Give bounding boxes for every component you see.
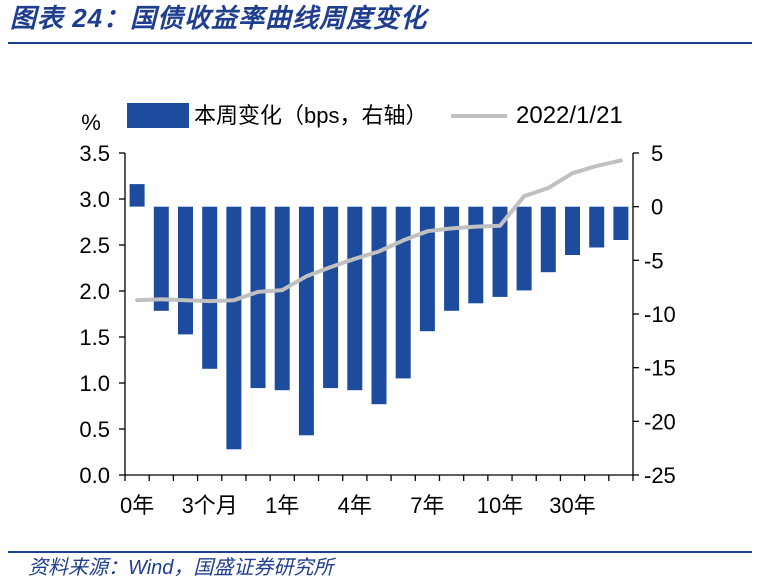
bar-16	[516, 206, 532, 291]
x-tick-label-15: 10年	[477, 493, 523, 518]
left-y-tick-label-3: 1.5	[79, 325, 110, 350]
bar-18	[565, 206, 580, 255]
legend-label-2022-1-21: 2022/1/21	[516, 102, 623, 129]
left-y-tick-label-0: 0.0	[79, 463, 110, 488]
right-y-tick-label-6: 5	[651, 141, 663, 166]
bar-6	[274, 206, 290, 391]
bar-8	[323, 206, 339, 389]
bar-1	[153, 206, 169, 311]
bar-3	[202, 206, 218, 369]
axes: 0.0 0.5 1.0 1.5 2.0 2.5 3.0 3.5 -25 -20 -15 -10 -5 0 5…	[79, 110, 675, 518]
caption-divider	[8, 42, 752, 44]
bar-13	[444, 206, 460, 311]
x-tick-label-0: 0年	[120, 493, 154, 518]
bar-0	[129, 184, 145, 207]
right-y-tick-label-4: -5	[644, 248, 664, 273]
right-y-tick-label-2: -15	[644, 356, 676, 381]
x-tick-label-6: 1年	[265, 493, 299, 518]
source-note: 资料来源：Wind，国盛证券研究所	[28, 557, 334, 579]
right-y-tick-label-3: -10	[644, 302, 676, 327]
left-y-tick-label-5: 2.5	[79, 233, 110, 258]
bar-2	[178, 206, 193, 335]
left-y-tick-label-1: 0.5	[79, 417, 110, 442]
bar-7	[298, 206, 314, 436]
source-divider	[8, 551, 752, 553]
bar-15	[492, 206, 508, 297]
left-y-tick-label-2: 1.0	[79, 371, 110, 396]
bar-20	[613, 206, 629, 240]
legend-bar-swatch	[127, 103, 189, 128]
line-series-1	[135, 158, 623, 304]
bar-10	[371, 206, 387, 405]
left-y-tick-label-7: 3.5	[79, 141, 110, 166]
right-y-tick-label-0: -25	[644, 463, 676, 488]
bar-5	[250, 206, 266, 389]
y-axis-unit-label: %	[81, 110, 101, 135]
bar-19	[589, 206, 605, 248]
legend-line-swatch	[451, 114, 507, 118]
legend-label-weekly-change: 本周变化（bps，右轴）	[194, 103, 428, 128]
bar-11	[395, 206, 411, 379]
x-tick-label-12: 7年	[410, 493, 444, 518]
bar-12	[419, 206, 435, 332]
left-y-tick-label-4: 2.0	[79, 279, 110, 304]
bar-14	[468, 206, 484, 304]
bar-series	[129, 184, 629, 450]
bar-9	[347, 206, 363, 391]
x-tick-label-9: 4年	[338, 493, 372, 518]
bar-4	[226, 206, 242, 450]
right-y-tick-label-1: -20	[644, 409, 676, 434]
bar-17	[540, 206, 556, 273]
left-y-tick-label-6: 3.0	[79, 187, 110, 212]
x-tick-label-18: 30年	[549, 493, 595, 518]
figure-caption: 图表 24：国债收益率曲线周度变化	[10, 3, 428, 33]
x-tick-label-3: 3个月	[182, 493, 238, 518]
right-y-tick-label-5: 0	[651, 195, 663, 220]
